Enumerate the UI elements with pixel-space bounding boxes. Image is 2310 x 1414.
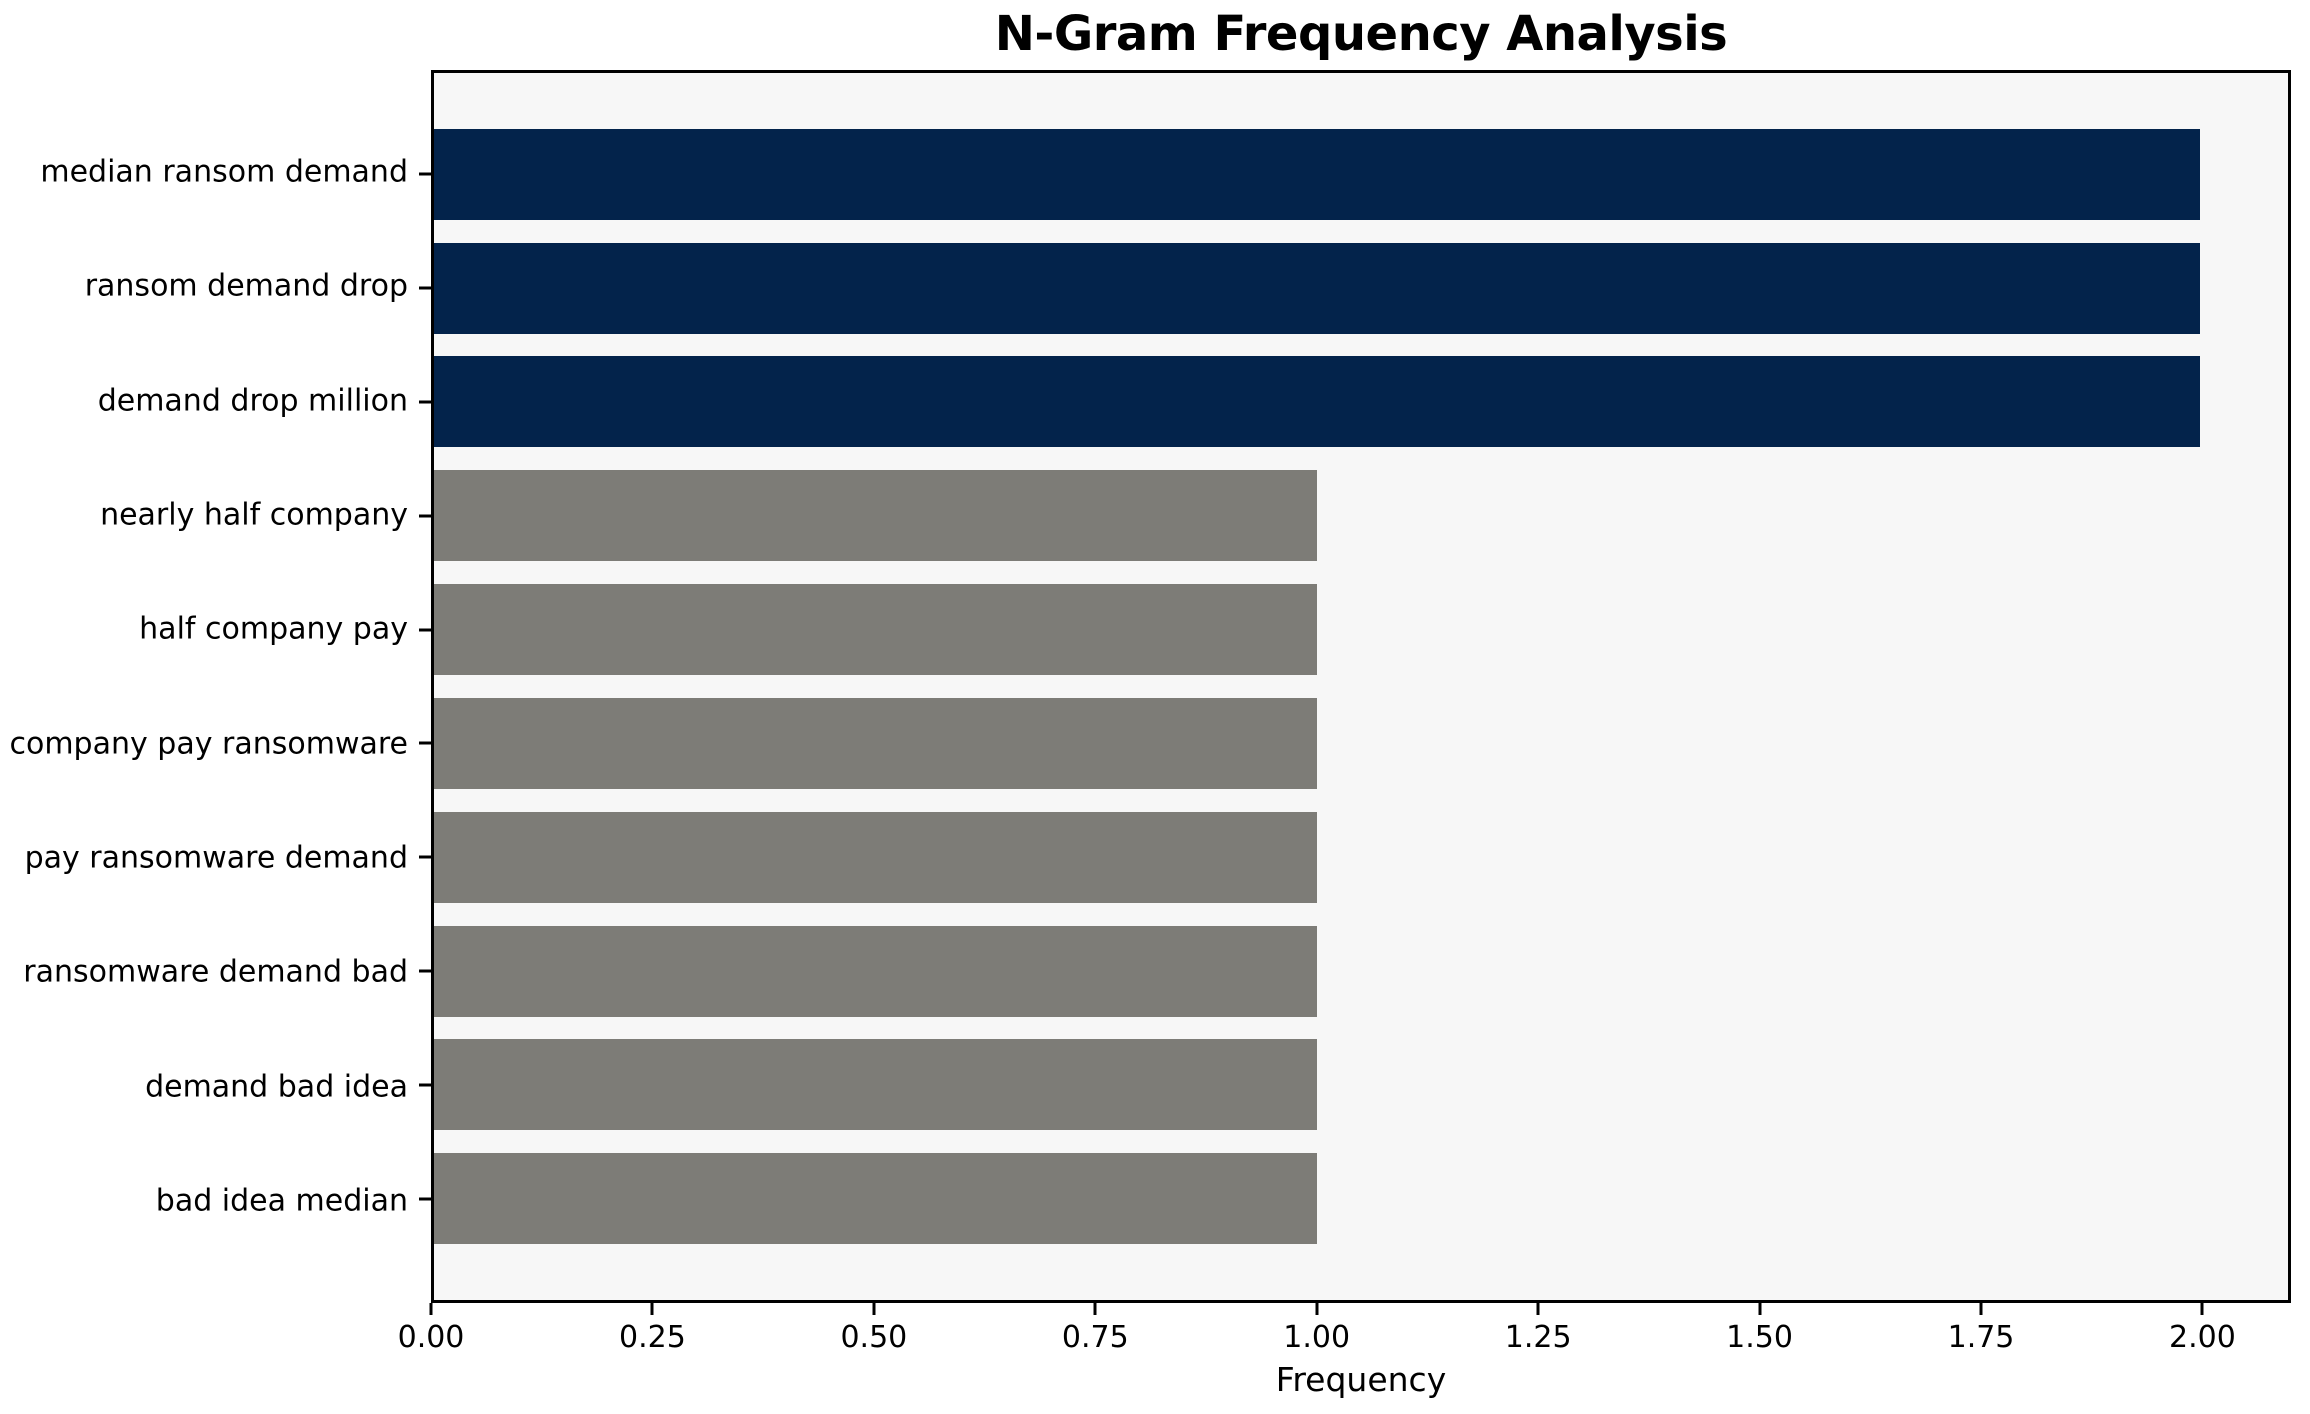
- y-tick-label-bad-idea-median: bad idea median: [155, 1183, 408, 1219]
- y-tick-label-median-ransom-demand: median ransom demand: [40, 154, 408, 190]
- bar-nearly-half-company: [434, 470, 1317, 562]
- y-tick-label-ransom-demand-drop: ransom demand drop: [84, 268, 408, 304]
- x-tick-mark: [1979, 1303, 1983, 1315]
- bar-half-company-pay: [434, 584, 1317, 676]
- x-tick-label-0.50: 0.50: [840, 1320, 908, 1355]
- y-tick-label-demand-drop-million: demand drop million: [97, 383, 408, 419]
- x-tick-mark: [650, 1303, 654, 1315]
- y-tick-label-nearly-half-company: nearly half company: [100, 497, 408, 533]
- x-tick-mark: [1093, 1303, 1097, 1315]
- bar-company-pay-ransomware: [434, 697, 1317, 789]
- x-tick-label-1.00: 1.00: [1283, 1320, 1351, 1355]
- y-tick-mark: [419, 286, 431, 290]
- y-axis-labels: median ransom demand ransom demand drop de…: [0, 70, 408, 1303]
- y-tick-mark: [419, 969, 431, 973]
- bar-bad-idea-median: [434, 1153, 1317, 1245]
- y-tick-label-ransomware-demand-bad: ransomware demand bad: [23, 954, 408, 990]
- bar-ransom-demand-drop: [434, 242, 2200, 334]
- y-tick-mark: [419, 400, 431, 404]
- y-tick-mark: [419, 172, 431, 176]
- y-tick-label-company-pay-ransomware: company pay ransomware: [9, 726, 408, 762]
- x-axis: 0.00 0.25 0.50 0.75 1.00 1.25 1.50 1.75 2.00: [398, 1303, 2291, 1373]
- y-tick-mark: [419, 628, 431, 632]
- y-tick-mark: [419, 1083, 431, 1087]
- x-tick-label-2.00: 2.00: [2169, 1320, 2236, 1355]
- chart-title: N-Gram Frequency Analysis: [994, 6, 1728, 62]
- y-tick-mark: [419, 514, 431, 518]
- x-tick-mark: [2200, 1303, 2204, 1315]
- bar-pay-ransomware-demand: [434, 811, 1317, 903]
- y-tick-mark: [419, 1197, 431, 1201]
- x-tick-mark: [872, 1303, 876, 1315]
- x-tick-mark: [429, 1303, 433, 1315]
- x-tick-label-0.25: 0.25: [619, 1320, 686, 1355]
- x-tick-mark: [1315, 1303, 1319, 1315]
- x-tick-label-1.25: 1.25: [1504, 1320, 1572, 1355]
- plot-area: [419, 70, 2291, 1303]
- bar-median-ransom-demand: [434, 128, 2200, 220]
- y-tick-mark: [419, 855, 431, 859]
- y-tick-label-half-company-pay: half company pay: [139, 611, 408, 647]
- x-tick-mark: [1758, 1303, 1762, 1315]
- bar-demand-drop-million: [434, 356, 2200, 448]
- y-tick-label-pay-ransomware-demand: pay ransomware demand: [24, 840, 408, 876]
- x-tick-label-0.75: 0.75: [1061, 1320, 1129, 1355]
- x-axis-label: Frequency: [1275, 1360, 1447, 1399]
- bar-demand-bad-idea: [434, 1039, 1317, 1131]
- x-tick-label-1.50: 1.50: [1726, 1320, 1793, 1355]
- x-tick-mark: [1536, 1303, 1540, 1315]
- x-tick-label-1.75: 1.75: [1947, 1320, 2015, 1355]
- bar-ransomware-demand-bad: [434, 925, 1317, 1017]
- y-tick-label-demand-bad-idea: demand bad idea: [145, 1069, 408, 1105]
- y-tick-mark: [419, 741, 431, 745]
- x-tick-label-0.00: 0.00: [397, 1320, 465, 1355]
